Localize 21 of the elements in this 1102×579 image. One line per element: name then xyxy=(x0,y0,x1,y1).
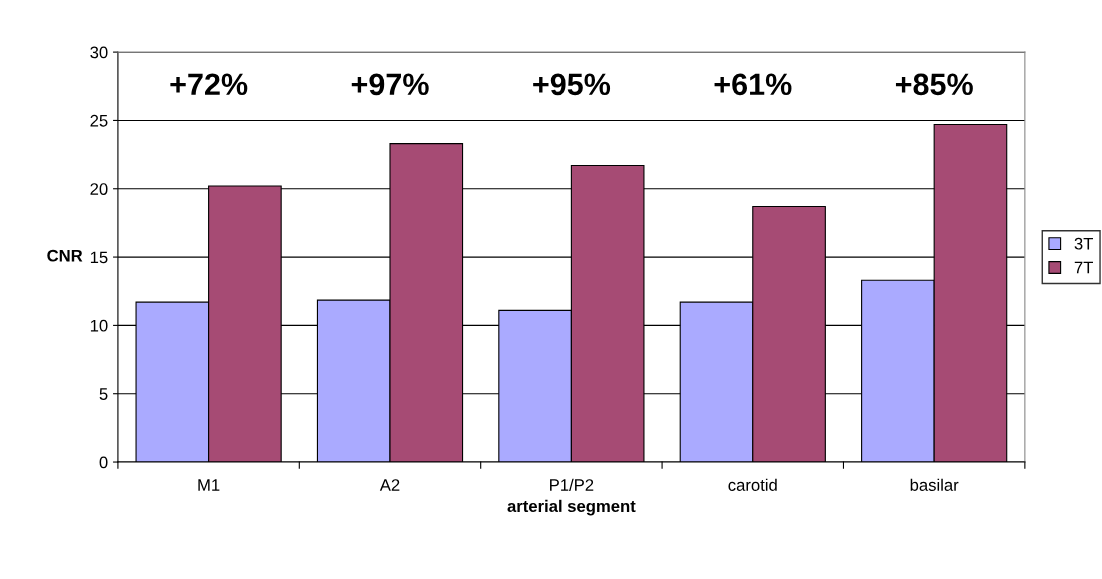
legend-label: 3T xyxy=(1074,237,1093,250)
x-tick-label: M1 xyxy=(198,479,220,491)
y-tick-label: 10 xyxy=(90,319,108,332)
annotation: +72% xyxy=(170,73,248,96)
legend-label: 7T xyxy=(1074,261,1093,274)
x-tick-label: P1/P2 xyxy=(550,478,594,491)
y-tick-label: 5 xyxy=(99,388,108,400)
x-tick-label: carotid xyxy=(728,478,777,491)
x-tick-label: basilar xyxy=(910,478,959,491)
y-axis-title: CNR xyxy=(47,249,83,262)
y-tick-label: 30 xyxy=(90,46,108,59)
y-tick-label: 20 xyxy=(90,183,108,195)
annotation: +61% xyxy=(714,73,792,96)
annotation: +97% xyxy=(351,73,429,96)
annotation: +85% xyxy=(895,73,973,96)
y-tick-label: 15 xyxy=(90,251,108,264)
x-axis-title: arterial segment xyxy=(507,499,636,516)
y-tick-label: 25 xyxy=(90,114,108,127)
annotation: +95% xyxy=(533,73,611,96)
y-tick-label: 0 xyxy=(99,456,108,469)
x-tick-label: A2 xyxy=(379,479,400,491)
